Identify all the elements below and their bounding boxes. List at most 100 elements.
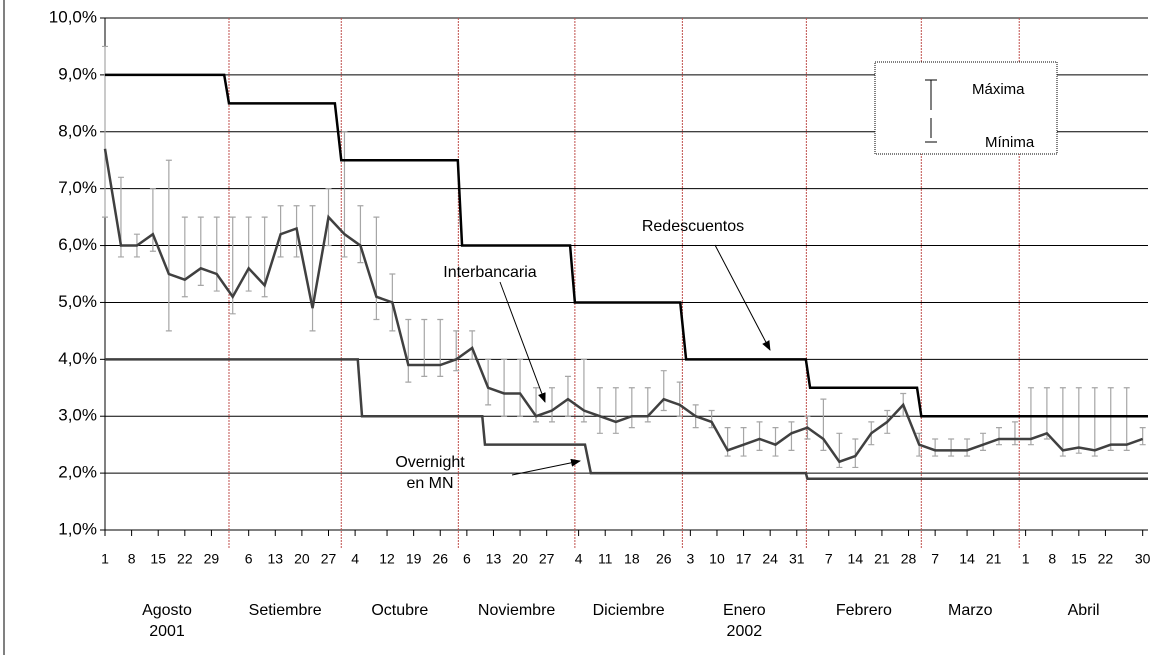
y-tick-label: 4,0% xyxy=(58,349,97,368)
range-bar xyxy=(948,438,955,457)
range-bar xyxy=(980,432,987,451)
range-bar xyxy=(245,216,252,292)
x-tick-label: 8 xyxy=(128,551,136,567)
range-bar xyxy=(1043,387,1050,440)
x-tick-label: 28 xyxy=(901,551,917,567)
range-bar xyxy=(309,205,316,332)
series-line xyxy=(105,73,1148,418)
x-tick-label: 29 xyxy=(204,551,220,567)
x-tick-label: 6 xyxy=(245,551,253,567)
legend-label: Máxima xyxy=(972,81,1025,98)
range-bar xyxy=(421,318,428,377)
range-bar xyxy=(852,438,859,469)
month-label: Agosto 2001 xyxy=(142,602,192,640)
x-tick-label: 31 xyxy=(789,551,805,567)
x-tick-label: 13 xyxy=(267,551,283,567)
range-bar xyxy=(1107,387,1114,451)
x-tick-label: 8 xyxy=(1048,551,1056,567)
x-tick-label: 7 xyxy=(931,551,939,567)
x-tick-label: 27 xyxy=(321,551,337,567)
month-label: Setiembre xyxy=(248,602,322,619)
x-tick-label: 17 xyxy=(736,551,752,567)
x-tick-label: 21 xyxy=(874,551,890,567)
range-bar xyxy=(517,358,524,417)
range-bar xyxy=(756,421,763,451)
x-tick-label: 20 xyxy=(512,551,528,567)
range-bar xyxy=(501,358,508,417)
range-bar xyxy=(740,427,747,457)
range-bar xyxy=(405,318,412,383)
y-tick-label: 6,0% xyxy=(58,235,97,254)
month-label: Marzo xyxy=(948,602,993,619)
range-bar xyxy=(564,375,571,417)
range-bar xyxy=(469,330,476,360)
range-bar xyxy=(996,427,1002,446)
x-tick-label: 21 xyxy=(986,551,1002,567)
y-tick-label: 9,0% xyxy=(58,64,97,83)
x-tick-label: 14 xyxy=(848,551,864,567)
y-tick-label: 10,0% xyxy=(49,7,97,26)
range-bar xyxy=(772,427,779,457)
range-bar xyxy=(1059,387,1066,457)
range-bar xyxy=(964,438,971,457)
range-bar xyxy=(596,387,603,434)
x-tick-label: 27 xyxy=(539,551,555,567)
range-bar xyxy=(373,216,380,321)
x-tick-label: 26 xyxy=(432,551,448,567)
range-bar xyxy=(453,330,460,372)
y-tick-label: 3,0% xyxy=(58,406,97,425)
y-tick-label: 5,0% xyxy=(58,292,97,311)
month-label: Noviembre xyxy=(477,602,556,619)
month-label: Febrero xyxy=(835,602,892,619)
series-line xyxy=(105,358,1148,481)
x-tick-label: 13 xyxy=(486,551,502,567)
month-label: Enero 2002 xyxy=(723,602,766,640)
range-bar xyxy=(165,159,172,332)
range-bar xyxy=(341,131,348,258)
x-tick-label: 3 xyxy=(686,551,694,567)
arrow xyxy=(499,281,546,403)
range-bar xyxy=(932,438,939,457)
legend-icon xyxy=(925,79,937,143)
range-bar xyxy=(213,216,220,292)
range-bar xyxy=(788,421,795,451)
range-bar xyxy=(485,358,492,406)
range-bar xyxy=(437,318,444,377)
y-tick-label: 2,0% xyxy=(58,463,97,482)
annotation: Overnight en MN xyxy=(395,454,465,492)
y-tick-label: 1,0% xyxy=(58,519,97,538)
x-tick-label: 26 xyxy=(656,551,672,567)
x-tick-label: 15 xyxy=(150,551,166,567)
x-tick-label: 30 xyxy=(1135,551,1151,567)
range-bar xyxy=(549,387,555,423)
range-bar xyxy=(1075,387,1082,454)
x-tick-label: 22 xyxy=(177,551,193,567)
series-line xyxy=(103,148,1144,464)
x-tick-label: 7 xyxy=(825,551,833,567)
range-bar xyxy=(724,427,731,457)
x-tick-label: 24 xyxy=(762,551,778,567)
x-tick-label: 20 xyxy=(294,551,310,567)
arrow xyxy=(714,244,771,351)
legend-box xyxy=(874,61,1058,155)
x-tick-label: 1 xyxy=(1022,551,1030,567)
annotation: Redescuentos xyxy=(641,218,745,235)
x-tick-label: 4 xyxy=(351,551,359,567)
x-tick-label: 22 xyxy=(1098,551,1114,567)
range-bar xyxy=(660,370,667,412)
range-bar xyxy=(181,216,188,298)
arrow xyxy=(511,458,581,476)
x-tick-label: 4 xyxy=(575,551,583,567)
range-bar xyxy=(1091,387,1098,457)
range-bar xyxy=(612,387,619,434)
month-label: Octubre xyxy=(371,602,429,619)
range-bar xyxy=(277,205,284,258)
range-bar xyxy=(628,387,635,429)
range-bar xyxy=(197,216,204,286)
x-tick-label: 12 xyxy=(379,551,395,567)
x-tick-label: 11 xyxy=(598,551,613,567)
range-bar xyxy=(1139,427,1146,446)
x-tick-label: 10 xyxy=(709,551,725,567)
